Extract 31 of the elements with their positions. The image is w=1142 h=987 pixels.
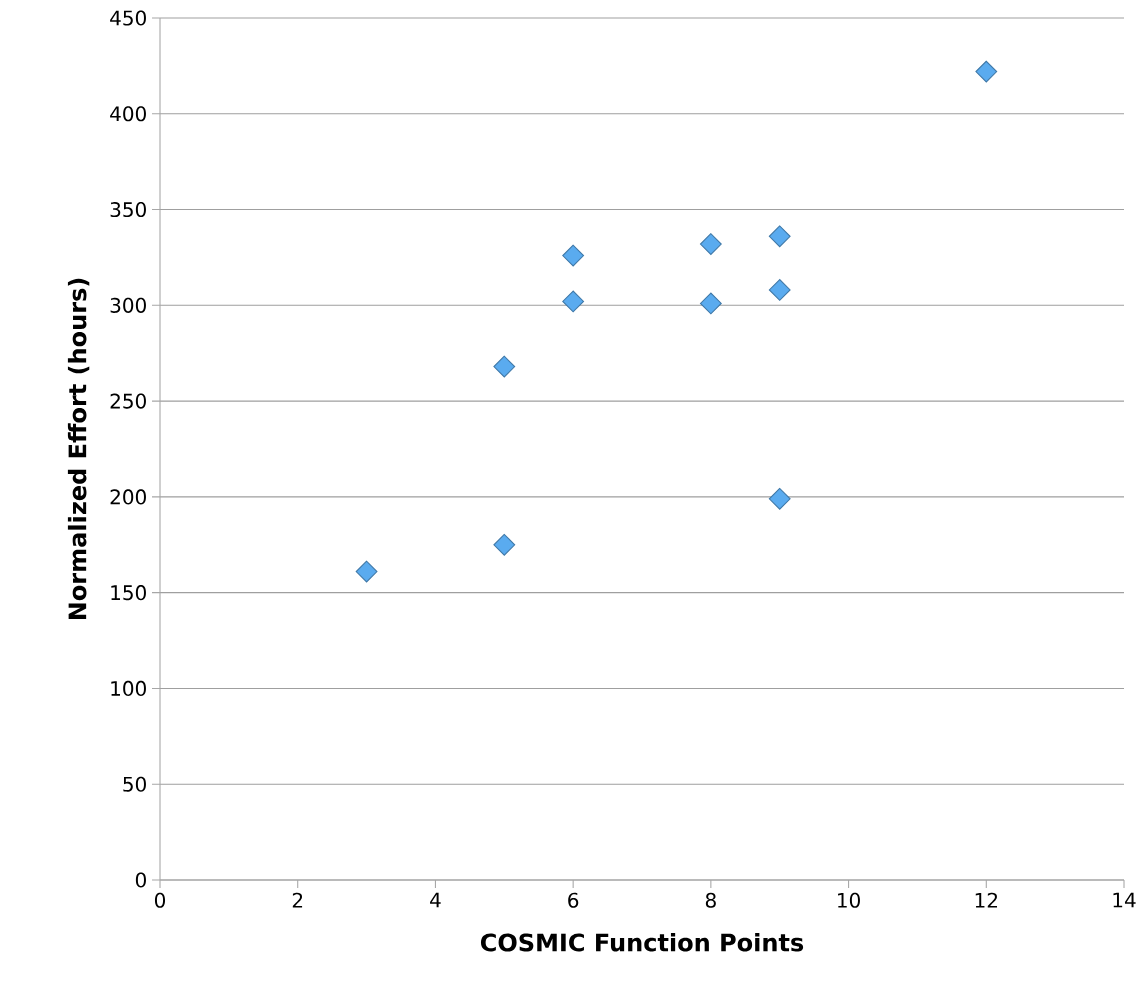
point [562, 244, 585, 267]
y-axis-title: Normalized Effort (hours) [67, 278, 90, 620]
x-tick-label: 2 [292, 892, 303, 908]
point [768, 487, 791, 510]
point [699, 233, 722, 255]
x-tick-label: 6 [568, 892, 579, 908]
y-tick-label: 100 [111, 680, 146, 696]
y-tick-label: 0 [135, 872, 146, 888]
y-tick-label: 250 [110, 393, 146, 409]
y-tick-label: 450 [110, 10, 146, 26]
y-tick-label: 150 [111, 585, 146, 601]
x-tick-label: 8 [705, 892, 716, 908]
point [768, 279, 791, 301]
point [975, 60, 998, 83]
y-tick-label: 50 [123, 776, 146, 792]
point [493, 355, 516, 378]
x-tick-label: 0 [154, 892, 166, 908]
y-tick-label: 200 [110, 489, 146, 505]
x-tick-label: 4 [430, 892, 441, 908]
x-tick-label: 10 [838, 892, 860, 908]
point [562, 290, 585, 313]
x-tick-label: 14 [1113, 892, 1136, 908]
y-tick-label: 300 [110, 297, 146, 313]
point [699, 292, 722, 315]
point [768, 225, 791, 248]
x-tick-label: 12 [975, 892, 998, 908]
point [493, 533, 516, 556]
y-tick-label: 400 [110, 106, 146, 122]
y-tick-label: 350 [110, 201, 146, 218]
x-axis-title: COSMIC Function Points [480, 932, 804, 952]
point [355, 560, 378, 583]
